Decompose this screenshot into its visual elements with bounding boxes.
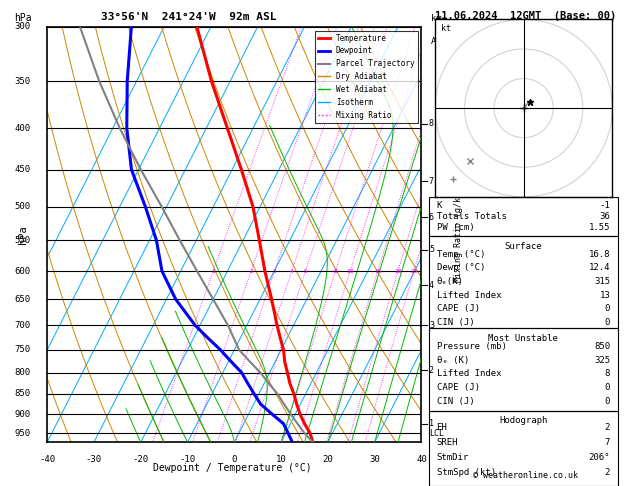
Text: 0: 0 — [231, 455, 237, 464]
Text: Temp (°C): Temp (°C) — [437, 250, 485, 259]
Text: θₑ(K): θₑ(K) — [437, 277, 464, 286]
Text: SREH: SREH — [437, 438, 458, 447]
Text: -30: -30 — [86, 455, 102, 464]
Text: 0: 0 — [604, 318, 610, 327]
Text: 800: 800 — [14, 368, 30, 377]
Text: PW (cm): PW (cm) — [437, 223, 474, 232]
Text: 325: 325 — [594, 356, 610, 364]
Text: 6: 6 — [429, 213, 434, 222]
Text: Hodograph: Hodograph — [499, 416, 547, 425]
Text: kt: kt — [441, 24, 451, 33]
Text: 700: 700 — [14, 321, 30, 330]
Text: StmSpd (kt): StmSpd (kt) — [437, 468, 496, 477]
Text: K: K — [437, 201, 442, 210]
Text: hPa: hPa — [18, 225, 28, 244]
Text: LCL: LCL — [429, 429, 444, 437]
Text: 11.06.2024  12GMT  (Base: 00): 11.06.2024 12GMT (Base: 00) — [435, 11, 616, 21]
Text: 10: 10 — [347, 269, 354, 274]
Text: 2: 2 — [604, 423, 610, 433]
Text: -10: -10 — [179, 455, 196, 464]
Text: 13: 13 — [599, 291, 610, 300]
Text: © weatheronline.co.uk: © weatheronline.co.uk — [473, 471, 577, 480]
Text: 30: 30 — [369, 455, 380, 464]
Text: ASL: ASL — [431, 37, 447, 46]
Text: 15: 15 — [374, 269, 381, 274]
Text: Lifted Index: Lifted Index — [437, 369, 501, 379]
Text: 5: 5 — [304, 269, 308, 274]
Text: 850: 850 — [14, 389, 30, 399]
Text: 4: 4 — [429, 281, 434, 290]
Text: 20: 20 — [394, 269, 402, 274]
Text: Most Unstable: Most Unstable — [488, 334, 559, 343]
Text: CIN (J): CIN (J) — [437, 397, 474, 406]
Text: 900: 900 — [14, 410, 30, 418]
Text: Lifted Index: Lifted Index — [437, 291, 501, 300]
Text: 500: 500 — [14, 202, 30, 211]
Text: 750: 750 — [14, 345, 30, 354]
Text: 1.55: 1.55 — [589, 223, 610, 232]
Text: 950: 950 — [14, 429, 30, 437]
Text: 1: 1 — [429, 419, 434, 428]
Text: 7: 7 — [429, 177, 434, 186]
Text: 10: 10 — [276, 455, 286, 464]
Text: 8: 8 — [429, 119, 434, 128]
Text: -20: -20 — [133, 455, 149, 464]
Text: 600: 600 — [14, 267, 30, 276]
Text: Mixing Ratio (g/kg): Mixing Ratio (g/kg) — [454, 187, 464, 282]
Text: StmDir: StmDir — [437, 453, 469, 462]
Text: 25: 25 — [410, 269, 418, 274]
Text: 8: 8 — [604, 369, 610, 379]
Text: Totals Totals: Totals Totals — [437, 212, 506, 221]
Text: 40: 40 — [416, 455, 427, 464]
Text: 1: 1 — [211, 269, 215, 274]
Text: 33°56'N  241°24'W  92m ASL: 33°56'N 241°24'W 92m ASL — [101, 12, 277, 22]
Text: 350: 350 — [14, 77, 30, 86]
Text: 650: 650 — [14, 295, 30, 304]
Text: 0: 0 — [604, 383, 610, 392]
Text: hPa: hPa — [14, 13, 31, 22]
Text: 4: 4 — [290, 269, 294, 274]
Text: 8: 8 — [333, 269, 337, 274]
Text: 3: 3 — [272, 269, 276, 274]
Text: 450: 450 — [14, 165, 30, 174]
Text: 2: 2 — [249, 269, 253, 274]
Text: 5: 5 — [429, 245, 434, 254]
Text: -1: -1 — [599, 201, 610, 210]
Text: 0: 0 — [604, 304, 610, 313]
Text: Dewp (°C): Dewp (°C) — [437, 263, 485, 272]
Text: EH: EH — [437, 423, 447, 433]
Text: 206°: 206° — [589, 453, 610, 462]
Text: Surface: Surface — [504, 242, 542, 251]
Text: -40: -40 — [39, 455, 55, 464]
Text: 2: 2 — [604, 468, 610, 477]
Text: CAPE (J): CAPE (J) — [437, 304, 479, 313]
Text: 36: 36 — [599, 212, 610, 221]
Text: Pressure (mb): Pressure (mb) — [437, 342, 506, 351]
Text: 850: 850 — [594, 342, 610, 351]
Text: 12.4: 12.4 — [589, 263, 610, 272]
Text: 2: 2 — [429, 366, 434, 375]
Text: CIN (J): CIN (J) — [437, 318, 474, 327]
Legend: Temperature, Dewpoint, Parcel Trajectory, Dry Adiabat, Wet Adiabat, Isotherm, Mi: Temperature, Dewpoint, Parcel Trajectory… — [315, 31, 418, 122]
Text: 315: 315 — [594, 277, 610, 286]
Text: θₑ (K): θₑ (K) — [437, 356, 469, 364]
Text: CAPE (J): CAPE (J) — [437, 383, 479, 392]
Text: 0: 0 — [604, 397, 610, 406]
Text: 7: 7 — [604, 438, 610, 447]
Text: 400: 400 — [14, 123, 30, 133]
Text: 3: 3 — [429, 321, 434, 330]
Text: km: km — [431, 14, 442, 22]
Text: 550: 550 — [14, 236, 30, 245]
Text: 16.8: 16.8 — [589, 250, 610, 259]
Text: 300: 300 — [14, 22, 30, 31]
Text: 20: 20 — [323, 455, 333, 464]
Text: Dewpoint / Temperature (°C): Dewpoint / Temperature (°C) — [153, 463, 312, 473]
